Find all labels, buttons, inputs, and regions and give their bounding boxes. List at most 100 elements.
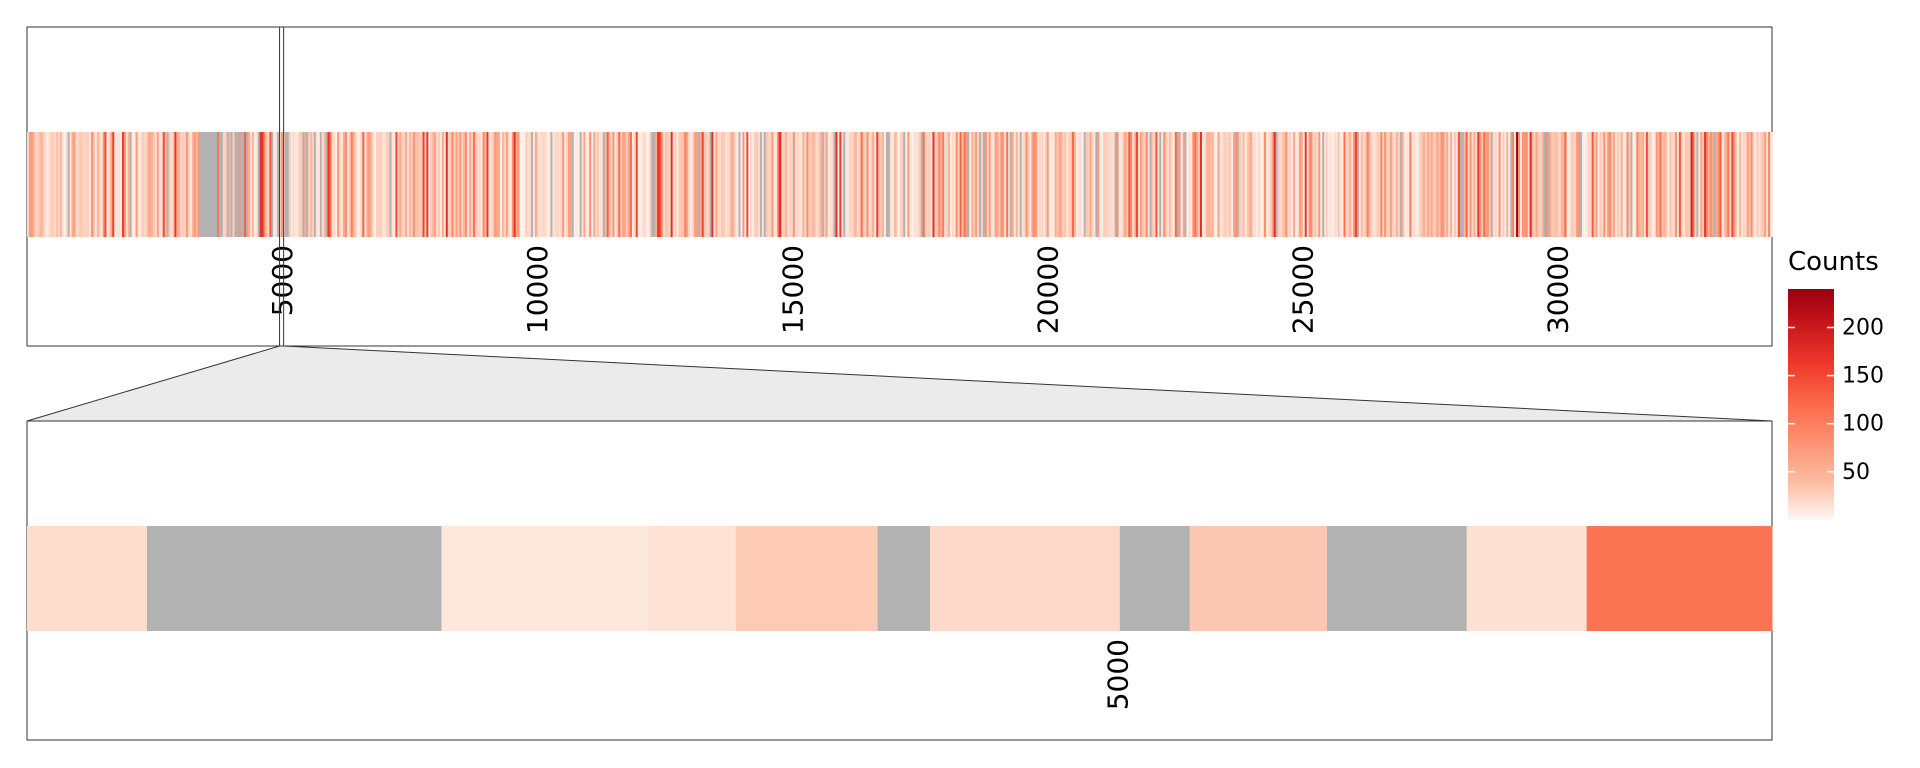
legend-tick-label: 200 <box>1842 315 1884 340</box>
heatmap-cell <box>217 132 220 237</box>
heatmap-cell <box>379 132 383 237</box>
heatmap-cell <box>988 132 992 237</box>
heatmap-cell <box>707 132 711 237</box>
heatmap-cell <box>866 132 870 237</box>
heatmap-cell <box>170 132 174 237</box>
heatmap-cell <box>604 132 608 237</box>
heatmap-cell <box>75 132 79 237</box>
heatmap-cell <box>1145 132 1149 237</box>
heatmap-cell <box>1011 132 1015 237</box>
heatmap-cell <box>1134 132 1137 237</box>
heatmap-cell <box>746 132 749 237</box>
heatmap-cell <box>449 132 453 237</box>
heatmap-cell <box>564 132 567 237</box>
heatmap-cell <box>238 132 241 237</box>
heatmap-cell <box>1339 132 1343 237</box>
heatmap-cell <box>500 132 503 237</box>
heatmap-cell <box>290 132 294 237</box>
heatmap-cell <box>1395 132 1399 237</box>
heatmap-cell <box>874 132 877 237</box>
heatmap-cell <box>133 132 137 237</box>
heatmap-cell <box>376 132 379 237</box>
heatmap-cell <box>878 132 881 237</box>
heatmap-cell <box>715 132 718 237</box>
heatmap-cell <box>1570 132 1573 237</box>
heatmap-cell <box>463 132 466 237</box>
heatmap-cell <box>703 132 707 237</box>
heatmap-cell <box>1583 132 1587 237</box>
heatmap-cell <box>777 132 780 237</box>
heatmap-cell <box>1366 132 1370 237</box>
heatmap-cell <box>1694 132 1697 237</box>
heatmap-cell <box>1539 132 1542 237</box>
heatmap-cell <box>1636 132 1639 237</box>
heatmap-cell <box>1081 132 1085 237</box>
heatmap-cell <box>907 132 910 237</box>
heatmap-cell <box>96 132 100 237</box>
heatmap-cell <box>1010 132 1013 237</box>
heatmap-cell <box>465 132 468 237</box>
heatmap-cell <box>1690 132 1694 237</box>
heatmap-cell <box>1477 132 1480 237</box>
heatmap-cell <box>1450 132 1453 237</box>
heatmap-cell <box>1436 132 1440 237</box>
heatmap-cell <box>1103 132 1106 237</box>
heatmap-cell <box>1733 132 1736 237</box>
heatmap-cell <box>680 132 683 237</box>
heatmap-cell <box>773 132 777 237</box>
heatmap-cell <box>197 132 201 237</box>
heatmap-cell <box>1337 132 1341 237</box>
heatmap-cell <box>457 132 460 237</box>
heatmap-cell <box>922 132 926 237</box>
heatmap-cell <box>1473 132 1476 237</box>
heatmap-cell <box>1597 132 1601 237</box>
heatmap-cell <box>364 132 367 237</box>
heatmap-cell <box>1314 132 1317 237</box>
heatmap-cell <box>711 132 714 237</box>
heatmap-cell <box>1607 132 1610 237</box>
heatmap-cell <box>688 132 691 237</box>
heatmap-cell <box>1116 132 1120 237</box>
heatmap-cell <box>1702 132 1705 237</box>
heatmap-cell <box>808 132 811 237</box>
heatmap-cell <box>381 132 385 237</box>
heatmap-cell <box>1262 132 1265 237</box>
heatmap-cell <box>620 132 623 237</box>
heatmap-cell <box>182 132 185 237</box>
heatmap-cell <box>430 132 433 237</box>
heatmap-cell <box>1130 132 1133 237</box>
heatmap-cell <box>209 132 212 237</box>
heatmap-cell <box>723 132 726 237</box>
heatmap-cell <box>1659 132 1663 237</box>
heatmap-cell <box>1327 526 1468 631</box>
legend-ticks: 50 100 150 200 <box>1788 315 1884 485</box>
heatmap-cell <box>255 132 259 237</box>
heatmap-cell <box>279 132 282 237</box>
heatmap-cell <box>1754 132 1758 237</box>
heatmap-cell <box>244 132 247 237</box>
heatmap-cell <box>127 132 131 237</box>
heatmap-cell <box>796 132 800 237</box>
heatmap-cell <box>779 132 782 237</box>
heatmap-cell <box>1752 132 1756 237</box>
heatmap-cell <box>1620 132 1624 237</box>
heatmap-cell <box>1719 132 1723 237</box>
zoom-panel: 5000 <box>26 420 1773 741</box>
heatmap-cell <box>308 132 311 237</box>
heatmap-cell <box>271 132 274 237</box>
heatmap-cell <box>1696 132 1699 237</box>
heatmap-cell <box>1717 132 1721 237</box>
heatmap-cell <box>1651 132 1655 237</box>
heatmap-cell <box>837 132 840 237</box>
heatmap-cell <box>657 132 660 237</box>
heatmap-cell <box>1692 132 1696 237</box>
heatmap-cell <box>220 132 224 237</box>
heatmap-cell <box>1479 132 1482 237</box>
heatmap-cell <box>1316 132 1319 237</box>
heatmap-cell <box>1083 132 1087 237</box>
heatmap-cell <box>682 132 685 237</box>
heatmap-cell <box>1423 132 1426 237</box>
heatmap-cell <box>1601 132 1604 237</box>
heatmap-cell <box>1614 132 1618 237</box>
heatmap-cell <box>1580 132 1583 237</box>
